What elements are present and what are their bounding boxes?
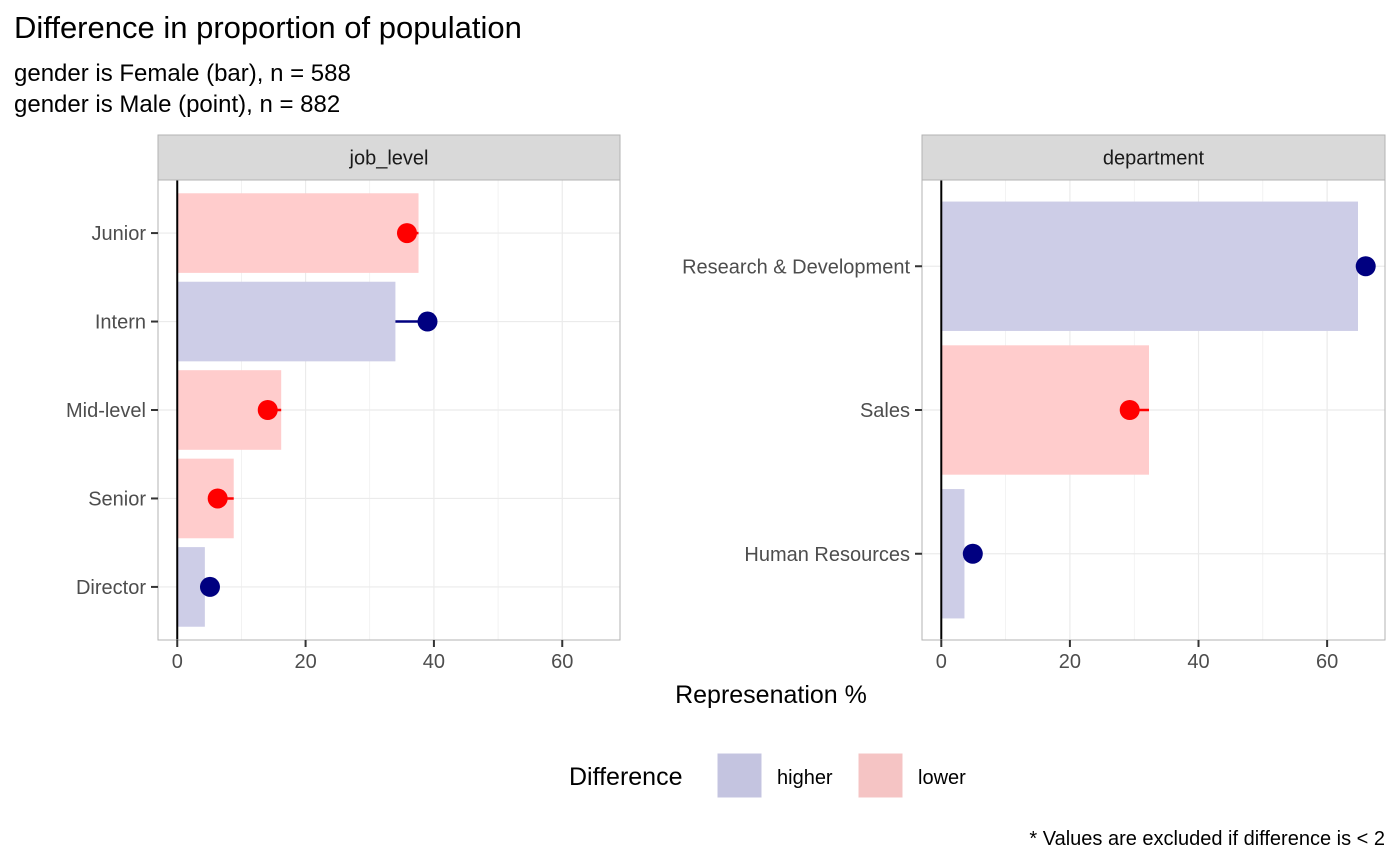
x-axis-title: Represenation % bbox=[675, 681, 867, 709]
point-director bbox=[199, 576, 220, 597]
point-human-resources bbox=[962, 543, 983, 564]
y-tick-label: Mid-level bbox=[66, 400, 146, 422]
bar-research-development bbox=[941, 201, 1358, 331]
y-tick-label: Research & Development bbox=[682, 256, 910, 278]
bar-junior bbox=[177, 193, 419, 273]
x-tick-label: 20 bbox=[294, 651, 316, 673]
legend-label-higher: higher bbox=[777, 767, 833, 789]
x-tick-label: 60 bbox=[551, 651, 573, 673]
chart-subtitle-male: gender is Male (point), n = 882 bbox=[14, 91, 341, 118]
y-tick-label: Director bbox=[76, 577, 146, 599]
strip-label: department bbox=[1103, 148, 1205, 170]
point-research-development bbox=[1355, 256, 1376, 277]
x-tick-label: 40 bbox=[423, 651, 445, 673]
point-mid-level bbox=[257, 400, 278, 420]
y-tick-label: Senior bbox=[88, 488, 146, 510]
y-tick-label: Human Resources bbox=[744, 544, 910, 566]
y-tick-label: Intern bbox=[95, 312, 146, 334]
x-tick-label: 0 bbox=[172, 651, 183, 673]
caption: * Values are excluded if difference is <… bbox=[1029, 828, 1385, 850]
bar-intern bbox=[177, 281, 396, 362]
strip-background bbox=[921, 134, 1386, 181]
bar-human-resources bbox=[941, 489, 965, 619]
y-tick-label: Sales bbox=[860, 400, 910, 422]
legend: Difference higher lower bbox=[569, 752, 966, 799]
x-tick-label: 0 bbox=[936, 651, 947, 673]
point-sales bbox=[1119, 400, 1140, 420]
legend-key-higher bbox=[716, 752, 763, 799]
strip-background bbox=[157, 134, 621, 181]
legend-label-lower: lower bbox=[918, 767, 966, 789]
point-intern bbox=[417, 311, 438, 332]
bar-sales bbox=[941, 345, 1149, 475]
x-tick-label: 60 bbox=[1316, 651, 1338, 673]
panels-group: job_level Junior Intern Mid-level Senior Dire… bbox=[66, 134, 1386, 673]
legend-title: Difference bbox=[569, 763, 683, 791]
point-senior bbox=[207, 488, 228, 509]
point-junior bbox=[396, 223, 417, 244]
panel-department: department Research & Development Sales Hum… bbox=[682, 134, 1386, 673]
legend-key-lower bbox=[857, 752, 904, 799]
x-tick-label: 40 bbox=[1187, 651, 1209, 673]
y-tick-label: Junior bbox=[92, 223, 147, 245]
x-tick-label: 20 bbox=[1059, 651, 1081, 673]
strip-label: job_level bbox=[349, 148, 429, 170]
panel-job_level: job_level Junior Intern Mid-level Senior Dire… bbox=[66, 134, 621, 673]
chart-title: Difference in proportion of population bbox=[14, 10, 522, 45]
chart-subtitle-female: gender is Female (bar), n = 588 bbox=[14, 60, 351, 87]
